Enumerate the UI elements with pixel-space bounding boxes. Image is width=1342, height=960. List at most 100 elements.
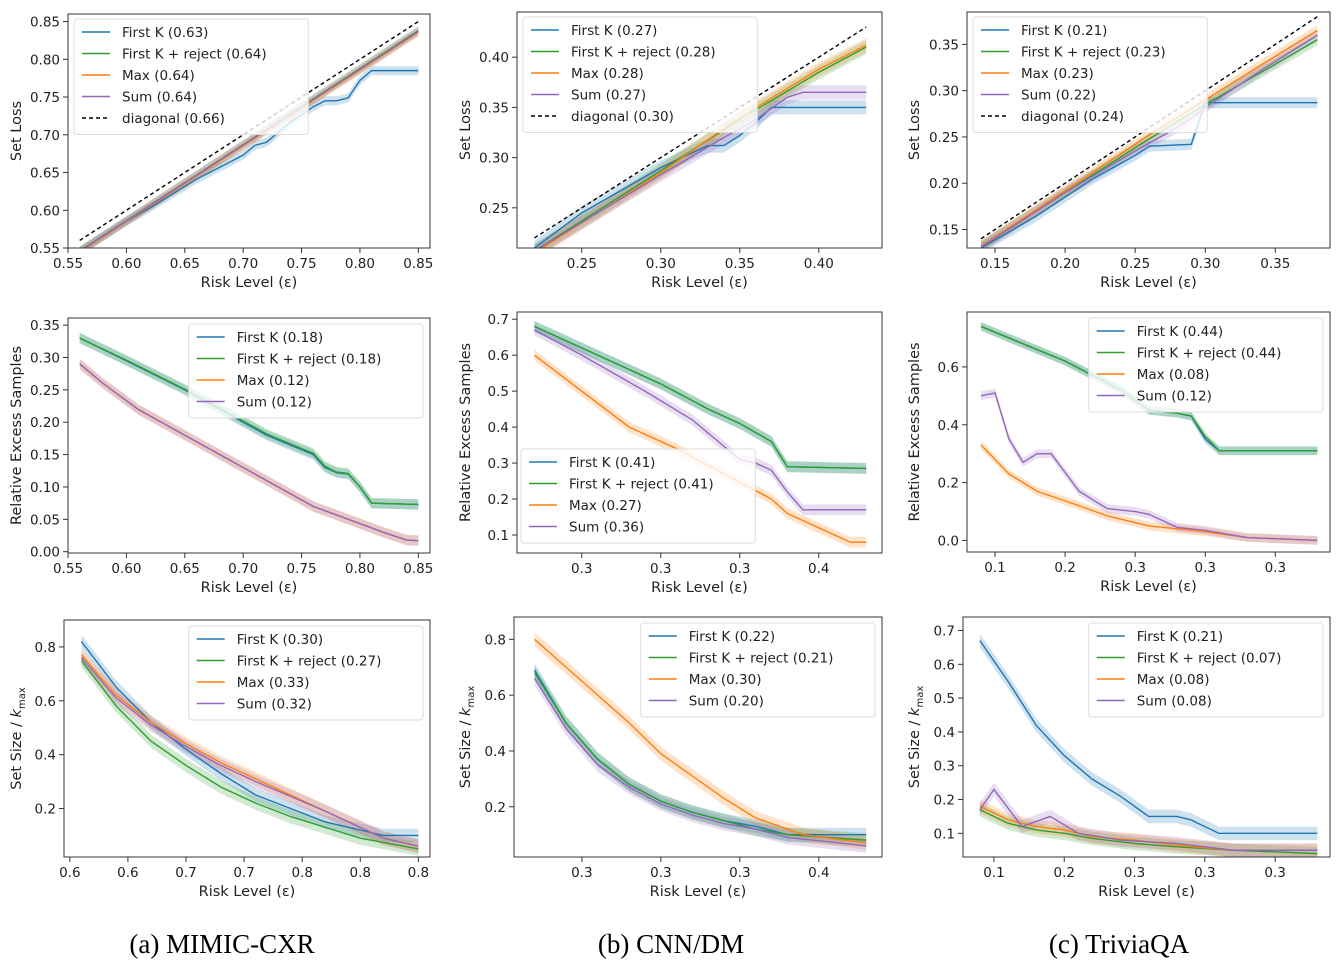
x-tick-label: 0.7 xyxy=(175,865,196,881)
y-tick-label: 0.4 xyxy=(938,418,959,434)
y-axis-label: Set Loss xyxy=(9,101,25,161)
legend-label: First K + reject (0.44) xyxy=(1137,346,1282,362)
legend-label: First K + reject (0.41) xyxy=(569,477,714,493)
axes-frame xyxy=(67,317,431,554)
series-line-first-k xyxy=(533,106,867,248)
x-tick-label: 0.6 xyxy=(117,865,138,881)
x-tick-label: 0.25 xyxy=(1120,256,1150,272)
y-tick-label: 0.3 xyxy=(488,456,509,472)
y-tick-label: 0.60 xyxy=(30,203,60,219)
y-tick-label: 0.3 xyxy=(934,759,955,775)
legend-label: Sum (0.36) xyxy=(569,520,644,536)
y-tick-label: 0.0 xyxy=(938,533,959,549)
legend-label: Sum (0.08) xyxy=(1137,694,1212,710)
y-axis-label: Relative Excess Samples xyxy=(9,346,25,525)
legend-label: First K (0.63) xyxy=(122,25,208,41)
legend-label: First K + reject (0.64) xyxy=(122,47,267,63)
y-axis-label: Set Size / kmax xyxy=(9,687,28,790)
legend-label: First K (0.18) xyxy=(237,330,323,346)
legend-label: Sum (0.32) xyxy=(237,697,312,713)
y-tick-label: 0.05 xyxy=(30,512,60,528)
y-tick-label: 0.1 xyxy=(488,528,509,544)
y-tick-label: 0.30 xyxy=(30,350,60,366)
legend-label: Max (0.33) xyxy=(237,675,310,691)
y-tick-label: 0.25 xyxy=(30,383,60,399)
x-tick-label: 0.40 xyxy=(804,256,834,272)
x-tick-label: 0.2 xyxy=(1053,865,1074,881)
legend-box xyxy=(1088,317,1324,413)
x-tick-label: 0.55 xyxy=(53,561,83,577)
subplot-8: 0.3 0.3 0.3 0.4 0.2 0.4 0.6 0.8 Risk Level (ε) Se… xyxy=(458,616,883,900)
y-tick-label: 0.8 xyxy=(35,640,56,656)
y-tick-label: 0.10 xyxy=(30,480,60,496)
x-tick-label: 0.1 xyxy=(984,560,1005,576)
confidence-band xyxy=(79,332,419,510)
y-tick-label: 0.6 xyxy=(485,688,506,704)
confidence-band xyxy=(79,332,419,510)
caption-c: (c) TriviaQA xyxy=(1049,929,1190,959)
series-line-sum xyxy=(979,788,1318,851)
plot-area xyxy=(80,634,419,856)
y-tick-label: 0.20 xyxy=(30,415,60,431)
x-tick-label: 0.3 xyxy=(1124,865,1145,881)
y-tick-label: 0.6 xyxy=(934,657,955,673)
confidence-band xyxy=(981,97,1318,248)
confidence-band xyxy=(79,27,419,248)
legend: First K (0.30) First K + reject (0.27) Max… xyxy=(188,625,424,721)
x-tick-label: 0.3 xyxy=(729,865,750,881)
y-tick-label: 0.40 xyxy=(479,50,509,66)
confidence-band xyxy=(981,440,1318,545)
x-tick-label: 0.8 xyxy=(350,865,371,881)
x-tick-label: 0.15 xyxy=(980,256,1010,272)
legend-label: Max (0.08) xyxy=(1137,367,1210,383)
k-symbol: k xyxy=(9,708,25,717)
legend-label: First K + reject (0.18) xyxy=(237,352,382,368)
x-tick-label: 0.60 xyxy=(111,256,141,272)
legend-label: First K + reject (0.23) xyxy=(1021,45,1166,61)
x-tick-label: 0.65 xyxy=(170,256,200,272)
x-tick-label: 0.3 xyxy=(729,561,750,577)
x-tick-label: 0.70 xyxy=(228,256,258,272)
x-tick-label: 0.8 xyxy=(408,865,429,881)
y-axis-label: Relative Excess Samples xyxy=(458,343,474,522)
legend-label: Sum (0.12) xyxy=(1137,389,1212,405)
y-tick-label: 0.15 xyxy=(30,448,60,464)
confidence-band xyxy=(534,85,867,248)
y-tick-label: 0.4 xyxy=(934,725,955,741)
y-tick-label: 0.35 xyxy=(30,318,60,334)
legend-label: First K (0.41) xyxy=(569,455,655,471)
x-tick-label: 0.6 xyxy=(59,865,80,881)
series-line-first-k-reject xyxy=(79,337,419,506)
subplot-6: 0.1 0.2 0.3 0.3 0.3 0.0 0.2 0.4 0.6 Risk Level (ε… xyxy=(907,311,1331,595)
y-axis-label: Relative Excess Samples xyxy=(907,342,923,521)
plot-area xyxy=(979,633,1318,857)
y-axis-label: Set Loss xyxy=(907,100,923,160)
series-line-sum xyxy=(80,657,419,847)
subplot-5: 0.3 0.3 0.3 0.4 0.1 0.2 0.3 0.4 0.5 0.6 0.7 Risk Le… xyxy=(458,311,883,596)
subplot-2: 0.25 0.30 0.35 0.40 0.25 0.30 0.35 0.40 Risk Lev… xyxy=(458,11,883,291)
x-tick-label: 0.30 xyxy=(646,256,676,272)
legend-label: First K (0.30) xyxy=(237,632,323,648)
k-symbol: k xyxy=(907,707,923,716)
legend-box xyxy=(640,622,876,718)
series-line-diagonal xyxy=(79,20,419,242)
legend-label: First K (0.21) xyxy=(1137,629,1223,645)
legend-label: First K + reject (0.21) xyxy=(689,651,834,667)
series-line-sum xyxy=(980,392,1318,542)
legend-label: Sum (0.12) xyxy=(237,395,312,411)
y-tick-label: 0.25 xyxy=(929,130,959,146)
legend-label: Max (0.23) xyxy=(1021,66,1094,82)
legend: First K (0.21) First K + reject (0.23) Max… xyxy=(972,16,1208,133)
axes-frame xyxy=(966,11,1331,249)
legend-box xyxy=(73,18,309,135)
subplot-7: 0.6 0.6 0.7 0.7 0.8 0.8 0.8 0.2 0.4 0.6 0.8 Risk Le… xyxy=(9,619,431,900)
x-tick-label: 0.3 xyxy=(650,561,671,577)
y-tick-label: 0.25 xyxy=(479,201,509,217)
series-line-first-k xyxy=(979,640,1318,835)
x-axis-label: Risk Level (ε) xyxy=(201,580,298,596)
series-line-first-k-reject xyxy=(533,672,867,841)
caption-a: (a) MIMIC-CXR xyxy=(129,929,314,959)
legend-label: First K + reject (0.07) xyxy=(1137,651,1282,667)
subplot-4: 0.55 0.60 0.65 0.70 0.75 0.80 0.85 0.00 0.05 0.10… xyxy=(9,317,433,596)
